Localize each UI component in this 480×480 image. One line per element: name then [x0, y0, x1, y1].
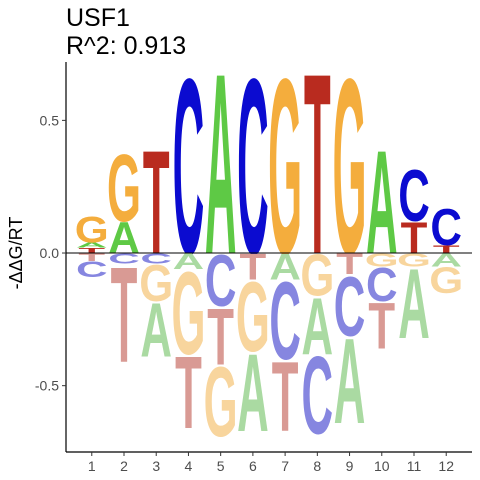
x-tick-label: 6 — [249, 458, 257, 474]
logo-letter-T: T — [78, 251, 105, 263]
logo-letter-A: A — [140, 288, 172, 374]
logo-letter-G: G — [268, 27, 302, 307]
x-tick-label: 1 — [88, 458, 96, 474]
logo-letter-A: A — [108, 214, 140, 263]
logo-letter-A: A — [366, 122, 398, 286]
x-tick-label: 8 — [313, 458, 321, 474]
logo-letter-G: G — [333, 27, 367, 307]
logo-letter-T: T — [401, 214, 428, 263]
logo-letter-G: G — [139, 255, 173, 312]
x-tick-label: 9 — [346, 458, 354, 474]
logo-letter-A: A — [302, 280, 334, 371]
logo-letter-T: T — [175, 334, 202, 450]
x-tick-label: 10 — [374, 458, 390, 474]
logo-letter-G: G — [107, 135, 141, 242]
logo-letter-C: C — [76, 258, 108, 282]
logo-letter-C: C — [269, 259, 301, 383]
x-tick-label: 4 — [185, 458, 193, 474]
chart-title: USF1 — [66, 4, 130, 32]
x-tick-label: 12 — [438, 458, 454, 474]
logo-letter-G: G — [365, 250, 399, 270]
logo-letter-A: A — [430, 250, 462, 270]
logo-letter-C: C — [366, 257, 398, 311]
chart-subtitle: R^2: 0.913 — [66, 32, 187, 60]
y-axis-ticks: 0.5 0.0 -0.5 — [35, 112, 66, 394]
logo-letter-T: T — [433, 243, 460, 255]
logo-letter-A: A — [237, 331, 269, 455]
x-tick-label: 11 — [407, 458, 422, 474]
y-tick-label: 0.5 — [40, 112, 60, 128]
logo-letter-C: C — [398, 154, 430, 237]
x-tick-label: 5 — [217, 458, 225, 474]
logo-letter-C: C — [237, 27, 269, 307]
logo-letter-T: T — [207, 291, 234, 382]
x-tick-label: 3 — [152, 458, 160, 474]
logo-letter-G: G — [397, 250, 431, 270]
x-tick-label: 2 — [120, 458, 128, 474]
logo-letter-C: C — [302, 333, 334, 457]
logo-letter-A: A — [173, 250, 205, 274]
logo-letter-C: C — [173, 27, 205, 307]
logo-letter-G: G — [429, 259, 463, 301]
logo-letter-T: T — [143, 122, 170, 286]
logo-letter-T: T — [111, 239, 138, 391]
y-tick-label: 0.0 — [40, 245, 60, 261]
y-tick-label: -0.5 — [35, 378, 59, 394]
logo-letter-C: C — [140, 250, 172, 267]
logo-letter-A: A — [205, 22, 237, 309]
logo-letter-A: A — [398, 249, 430, 360]
logo-letter-A: A — [334, 314, 366, 450]
logo-letter-C: C — [334, 260, 366, 354]
x-axis-ticks: 1 2 3 4 5 6 7 8 9 10 11 12 — [88, 452, 454, 474]
logo-letter-C: C — [430, 200, 462, 257]
logo-letter-G: G — [236, 262, 270, 373]
logo-glyphs: TAGTCAGCTTCGACAGTACTGCTGAGACTTGACGTCAAGC… — [75, 22, 463, 459]
logo-letter-T: T — [78, 246, 105, 254]
logo-letter-G: G — [204, 347, 238, 458]
logo-letter-G: G — [75, 209, 109, 251]
logo-letter-A: A — [76, 241, 108, 249]
x-tick-label: 7 — [281, 458, 289, 474]
logo-letter-T: T — [304, 22, 331, 309]
logo-letter-T: T — [272, 341, 299, 452]
logo-letter-T: T — [368, 288, 395, 362]
logo-letter-C: C — [108, 250, 140, 267]
y-axis-label: -ΔΔG/RT — [6, 217, 26, 290]
logo-letter-G: G — [171, 248, 205, 379]
